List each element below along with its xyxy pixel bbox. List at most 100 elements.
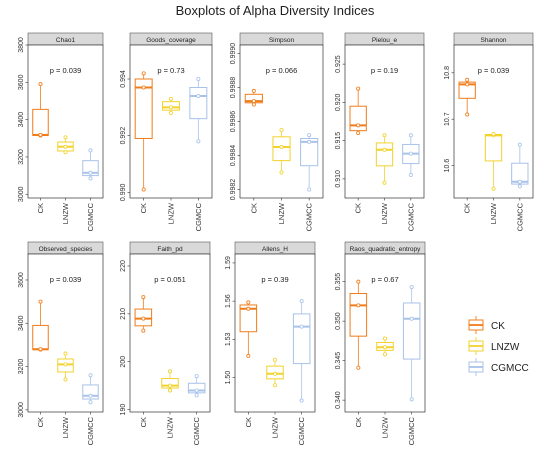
data-point bbox=[356, 303, 361, 308]
x-tick-label: LNZW bbox=[489, 202, 498, 224]
panel-title: Raos_quadratic_entropy bbox=[350, 246, 422, 253]
x-tick-label: CGMCC bbox=[192, 416, 201, 445]
box-iqr bbox=[161, 377, 179, 389]
data-point bbox=[356, 279, 361, 284]
p-value-label: p = 0.051 bbox=[154, 275, 186, 284]
y-tick-label: 0.910 bbox=[335, 170, 342, 188]
p-value-label: p = 0.73 bbox=[157, 66, 184, 75]
panel-simpson: Simpson 0.9982 0.9984 0.9986 0.9988 0.9990 p =… bbox=[230, 32, 324, 231]
data-point bbox=[88, 373, 93, 378]
y-tick-label: 3200 bbox=[18, 149, 25, 165]
box-cgmcc bbox=[82, 148, 99, 181]
p-value-label: p = 0.039 bbox=[50, 66, 82, 75]
data-point bbox=[168, 105, 173, 110]
y-tick-label: 0.9984 bbox=[230, 145, 237, 167]
legend-item-cgmcc: CGMCC bbox=[468, 358, 529, 376]
data-point bbox=[194, 393, 199, 398]
data-point bbox=[409, 397, 414, 402]
data-point bbox=[272, 383, 277, 388]
box-iqr bbox=[292, 313, 311, 365]
y-tick-label: 10.7 bbox=[444, 112, 451, 126]
data-point bbox=[88, 393, 93, 398]
panel-faith_pd: Faith_pd 190 200 210 220 p = 0.051 CK LNZW CGMCC bbox=[120, 241, 211, 445]
box-lnzw bbox=[375, 133, 394, 185]
panel-title: Faith_pd bbox=[157, 246, 183, 253]
panel-chao1: Chao1 3000 3200 3400 3600 3800 p = 0.039 CK LNZW… bbox=[18, 32, 104, 231]
data-point bbox=[141, 85, 146, 90]
panel-raos_quadratic_entropy: Raos_quadratic_entropy 0.340 0.345 0.350 0.3… bbox=[335, 241, 426, 445]
x-tick-label: CGMCC bbox=[86, 416, 95, 445]
box-ck bbox=[32, 82, 49, 138]
box-iqr bbox=[375, 142, 394, 167]
data-point bbox=[196, 139, 201, 144]
box-cgmcc bbox=[511, 142, 529, 189]
data-point bbox=[408, 151, 413, 156]
box-ck bbox=[458, 77, 476, 117]
panel-title: Pielou_e bbox=[372, 37, 398, 44]
data-point bbox=[38, 299, 43, 304]
data-point bbox=[88, 400, 93, 405]
box-lnzw bbox=[266, 357, 284, 388]
panel-title: Allens_H bbox=[262, 246, 288, 253]
x-tick-label: LNZW bbox=[380, 202, 389, 224]
data-point bbox=[409, 285, 414, 290]
box-ck bbox=[349, 279, 368, 370]
data-point bbox=[465, 82, 470, 87]
x-tick-label: CGMCC bbox=[406, 202, 415, 231]
x-tick-label: CGMCC bbox=[515, 202, 524, 231]
box-iqr bbox=[300, 138, 319, 167]
x-tick-label: CGMCC bbox=[194, 202, 203, 231]
x-tick-label: LNZW bbox=[271, 416, 280, 438]
box-lnzw bbox=[57, 135, 74, 155]
box-cgmcc bbox=[187, 374, 206, 398]
data-point bbox=[194, 374, 199, 379]
data-point bbox=[491, 132, 496, 137]
x-tick-label: CK bbox=[463, 203, 472, 213]
box-iqr bbox=[32, 108, 49, 136]
box-ck bbox=[134, 71, 153, 192]
y-tick-label: 0.340 bbox=[335, 391, 342, 409]
panel-title: Shannon bbox=[480, 37, 506, 44]
data-point bbox=[299, 324, 304, 329]
data-point bbox=[408, 133, 413, 138]
data-point bbox=[141, 328, 146, 333]
box-ck bbox=[32, 299, 49, 352]
data-point bbox=[141, 71, 146, 76]
panel-observed_species: Observed_species 3000 3200 3400 3600 p = 0.03… bbox=[18, 241, 104, 445]
data-point bbox=[299, 299, 304, 304]
y-tick-label: 0.355 bbox=[335, 273, 342, 291]
box-lnzw bbox=[162, 96, 180, 116]
y-tick-label: 210 bbox=[120, 308, 127, 320]
p-value-label: p = 0.19 bbox=[371, 66, 398, 75]
data-point bbox=[63, 351, 68, 356]
box-ck bbox=[239, 300, 258, 358]
data-point bbox=[356, 130, 361, 135]
y-tick-label: 220 bbox=[120, 260, 127, 272]
box-ck bbox=[244, 88, 263, 107]
data-point bbox=[356, 123, 361, 128]
box-cgmcc bbox=[292, 299, 311, 403]
data-point bbox=[38, 82, 43, 87]
box-iqr bbox=[134, 78, 153, 139]
data-point bbox=[63, 377, 68, 382]
p-value-label: p = 0.39 bbox=[261, 275, 288, 284]
data-point bbox=[307, 133, 312, 138]
y-tick-label: 0.992 bbox=[120, 127, 127, 145]
data-point bbox=[168, 96, 173, 101]
box-ck bbox=[134, 295, 153, 333]
y-tick-label: 190 bbox=[120, 404, 127, 416]
y-tick-label: 0.345 bbox=[335, 352, 342, 370]
y-tick-label: 3000 bbox=[18, 402, 25, 418]
y-tick-label: 3800 bbox=[18, 37, 25, 53]
x-tick-label: CGMCC bbox=[407, 416, 416, 445]
box-cgmcc bbox=[300, 133, 319, 192]
y-tick-label: 1.50 bbox=[225, 371, 232, 385]
data-point bbox=[517, 179, 522, 184]
data-point bbox=[63, 362, 68, 367]
data-point bbox=[194, 388, 199, 393]
data-point bbox=[382, 147, 387, 152]
data-point bbox=[465, 77, 470, 82]
x-tick-label: CK bbox=[36, 203, 45, 213]
data-point bbox=[409, 316, 414, 321]
